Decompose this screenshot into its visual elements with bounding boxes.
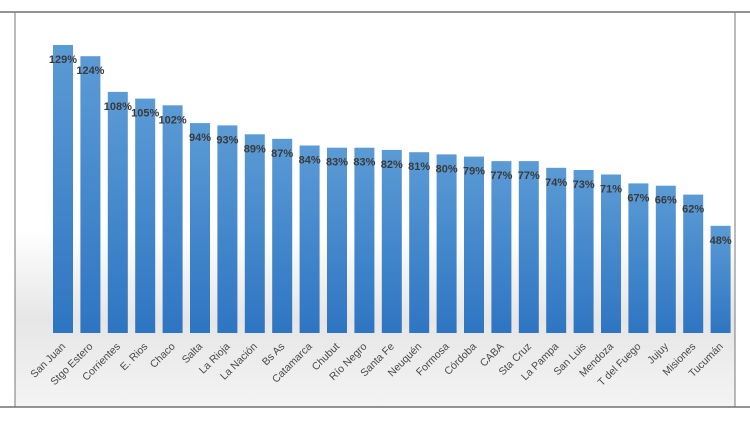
bar-20 (601, 174, 621, 333)
data-label-19: 73% (573, 179, 595, 191)
data-label-5: 94% (189, 132, 211, 144)
data-label-12: 82% (381, 159, 403, 171)
data-label-8: 87% (271, 148, 293, 160)
data-label-9: 84% (299, 155, 321, 167)
bar-4 (162, 105, 183, 333)
bar-2 (107, 91, 128, 334)
data-label-6: 93% (216, 134, 238, 146)
bar-16 (491, 161, 512, 333)
data-label-10: 83% (326, 157, 348, 169)
data-label-11: 83% (353, 157, 375, 169)
data-label-0: 129% (49, 54, 77, 66)
data-label-4: 102% (159, 114, 187, 126)
bar-22 (655, 185, 676, 333)
data-label-16: 77% (490, 170, 512, 182)
data-label-23: 62% (682, 204, 704, 216)
data-labels-group: 129%124% 108%105%102%94% 93% 89% 87% 84% 83% 83… (49, 54, 732, 247)
data-label-24: 48% (710, 235, 732, 247)
bar-5 (190, 123, 210, 333)
data-label-13: 81% (408, 161, 430, 173)
bar-14 (436, 154, 457, 333)
data-label-20: 71% (600, 184, 622, 196)
bar-24 (710, 225, 731, 333)
bar-19 (573, 170, 594, 333)
data-label-2: 108% (104, 101, 132, 113)
bar-15 (464, 156, 484, 333)
data-label-17: 77% (518, 170, 540, 182)
data-label-15: 79% (463, 166, 485, 178)
bar-0 (53, 45, 73, 333)
bar-6 (217, 125, 238, 334)
bar-12 (381, 149, 402, 333)
bar-11 (354, 147, 375, 333)
bar-7 (244, 134, 265, 333)
data-label-1: 124% (76, 65, 104, 77)
data-label-22: 66% (655, 195, 677, 207)
data-label-14: 80% (436, 163, 458, 175)
data-label-21: 67% (627, 192, 649, 204)
bar-9 (299, 145, 320, 333)
data-label-7: 89% (244, 143, 266, 155)
bar-18 (546, 167, 567, 333)
bar-17 (518, 161, 539, 333)
bar-10 (327, 147, 347, 333)
bar-21 (628, 183, 649, 333)
bar-3 (135, 98, 156, 333)
bar-23 (683, 194, 704, 333)
data-label-18: 74% (545, 177, 567, 189)
bars-group (53, 45, 731, 334)
data-label-3: 105% (131, 108, 159, 120)
bar-8 (272, 138, 293, 333)
bar-13 (409, 152, 430, 333)
bar-1 (80, 56, 101, 333)
